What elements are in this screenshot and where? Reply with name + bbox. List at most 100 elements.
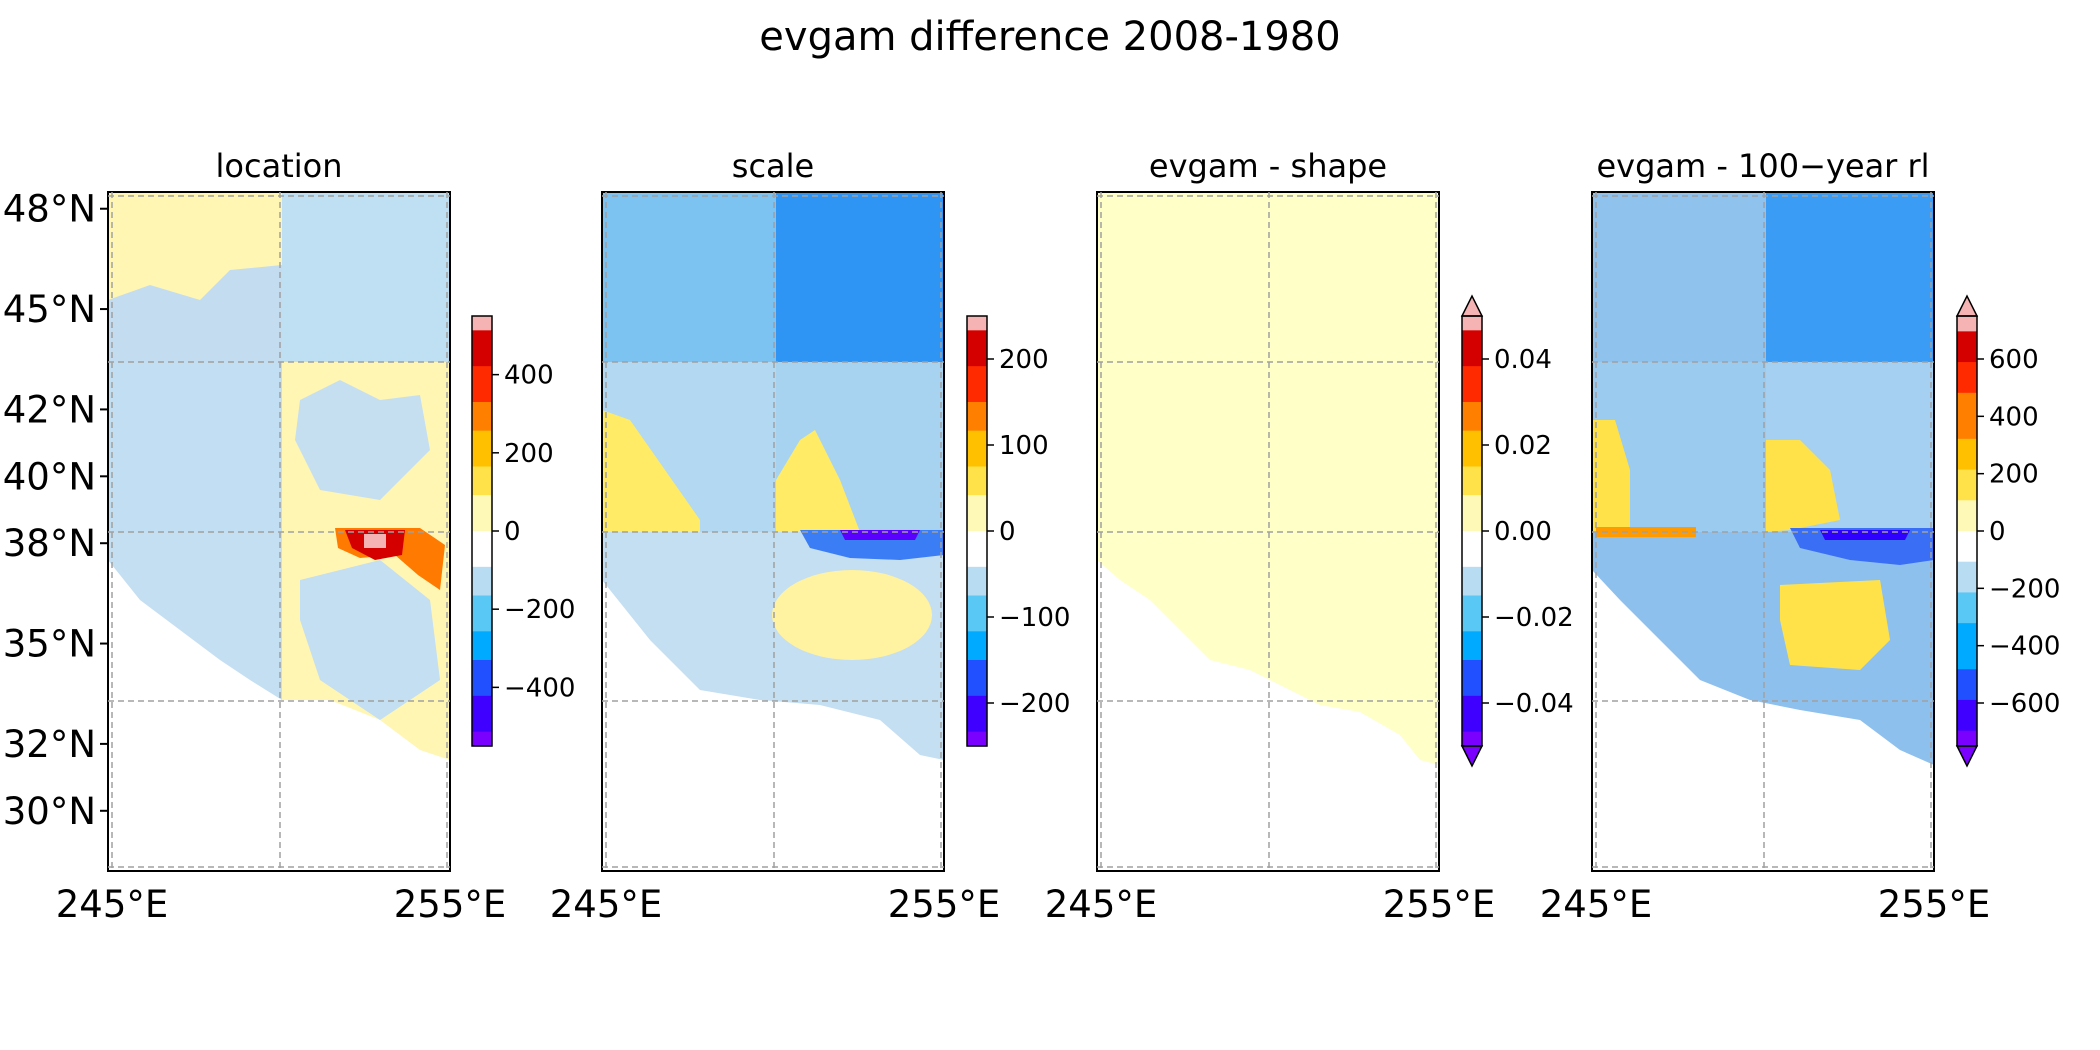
colorbar-segment	[1957, 546, 1977, 563]
colorbar-segment	[1462, 330, 1482, 339]
colorbar-segment	[1462, 516, 1482, 525]
colorbar-segment	[967, 502, 987, 511]
colorbar-segment	[1462, 624, 1482, 632]
colorbar-segment	[1462, 323, 1482, 331]
colorbar-segment	[472, 724, 492, 733]
colorbar-segment	[1957, 484, 1977, 501]
colorbar-segment	[967, 731, 987, 740]
colorbar-segment	[1957, 623, 1977, 640]
colorbar-segment	[472, 717, 492, 726]
colorbar-segment	[967, 638, 987, 647]
colorbar-tick-label: −600	[1989, 689, 2060, 719]
colorbar-segment	[967, 344, 987, 353]
colorbar-tick-label: 0	[999, 517, 1016, 547]
colorbar-segment	[967, 566, 987, 575]
colorbar-extend-top	[1955, 294, 1979, 317]
colorbar-segment	[472, 359, 492, 367]
colorbar-segment	[967, 516, 987, 525]
map-field	[1592, 192, 1934, 871]
y-tick-label: 38°N	[3, 522, 96, 565]
colorbar-tick-label: 400	[1989, 402, 2039, 432]
colorbar-segment	[1957, 362, 1977, 379]
colorbar-tick-label: 0.00	[1494, 517, 1552, 547]
colorbar-segment	[472, 509, 492, 518]
colorbar-tick-label: −100	[999, 603, 1070, 633]
colorbar-segment	[472, 531, 492, 539]
field-region	[602, 410, 700, 532]
x-tick-label: 255°E	[394, 883, 507, 926]
field-region	[108, 532, 282, 700]
x-tick-label: 255°E	[1878, 883, 1991, 926]
colorbar-segment	[967, 609, 987, 618]
field-region	[1592, 192, 1766, 362]
colorbar-segment	[1462, 337, 1482, 346]
colorbar-segment	[1462, 394, 1482, 403]
colorbar-segment	[472, 617, 492, 625]
panel-title: scale	[732, 147, 814, 185]
gridlines	[108, 192, 450, 871]
colorbar-segment	[472, 674, 492, 683]
colorbar-segment	[472, 660, 492, 668]
colorbar-segment	[967, 488, 987, 496]
colorbar-segment	[967, 545, 987, 554]
colorbar-segment	[472, 380, 492, 389]
colorbar-segment	[1462, 545, 1482, 554]
colorbar-segment	[967, 509, 987, 518]
colorbar-segment	[1957, 653, 1977, 670]
colorbar-segment	[1462, 473, 1482, 482]
colorbar-extend-bottom	[1460, 745, 1484, 768]
colorbar-segment	[967, 495, 987, 503]
colorbar-segment	[1957, 392, 1977, 409]
colorbar-segment	[1462, 674, 1482, 683]
field-region	[108, 265, 282, 362]
colorbar-segment	[967, 724, 987, 733]
colorbar-segment	[967, 437, 987, 446]
colorbar-segment	[472, 602, 492, 611]
colorbar-segment	[1462, 688, 1482, 697]
x-tick-label: 245°E	[550, 883, 663, 926]
colorbar-tick-label: −400	[1989, 632, 2060, 662]
colorbar-segment	[1462, 566, 1482, 575]
colorbar-segment	[1957, 346, 1977, 363]
panel-title: evgam - shape	[1149, 147, 1387, 185]
colorbar-segment	[472, 416, 492, 425]
field-region	[1766, 440, 1840, 532]
colorbar-segment	[1462, 645, 1482, 654]
colorbar-segment	[472, 574, 492, 582]
field-region	[1780, 580, 1890, 670]
colorbar-segment	[472, 452, 492, 460]
colorbar-segment	[1957, 730, 1977, 747]
colorbar-segment	[1462, 316, 1482, 324]
colorbar-tick-label: −200	[1989, 574, 2060, 604]
colorbar: 600 400 200 0 −200 −400 −600	[1955, 294, 2060, 768]
colorbar-segment	[1462, 409, 1482, 417]
y-tick-labels: 48°N 45°N 42°N 40°N 38°N 35°N 32°N 30°N	[3, 188, 108, 833]
colorbar-segment	[1462, 703, 1482, 711]
colorbar-segment	[1462, 359, 1482, 367]
colorbar-segment	[1957, 377, 1977, 394]
colorbar-segment	[1462, 423, 1482, 432]
colorbar-segment	[472, 581, 492, 589]
colorbar-tick-label: 200	[504, 439, 554, 469]
colorbar-segment	[1462, 480, 1482, 489]
colorbar-segment	[1462, 559, 1482, 568]
y-tick-label: 42°N	[3, 388, 96, 431]
colorbar-segment	[967, 366, 987, 374]
colorbar-segment	[472, 523, 492, 532]
colorbar-extend-bottom	[1955, 745, 1979, 768]
colorbar-segment	[1462, 724, 1482, 733]
colorbar-segment	[472, 466, 492, 475]
colorbar-tick-label: −400	[504, 673, 575, 703]
colorbar-segment	[967, 595, 987, 604]
colorbar-segment	[472, 631, 492, 640]
colorbar-segment	[1462, 731, 1482, 740]
colorbar-tick-label: −200	[999, 689, 1070, 719]
colorbar-segment	[472, 731, 492, 740]
colorbar-segment	[1462, 402, 1482, 410]
colorbar-segment	[472, 480, 492, 489]
colorbar-segment	[472, 667, 492, 675]
colorbar-segment	[472, 609, 492, 618]
colorbar-tick-label: 400	[504, 361, 554, 391]
colorbar-segment	[472, 445, 492, 453]
